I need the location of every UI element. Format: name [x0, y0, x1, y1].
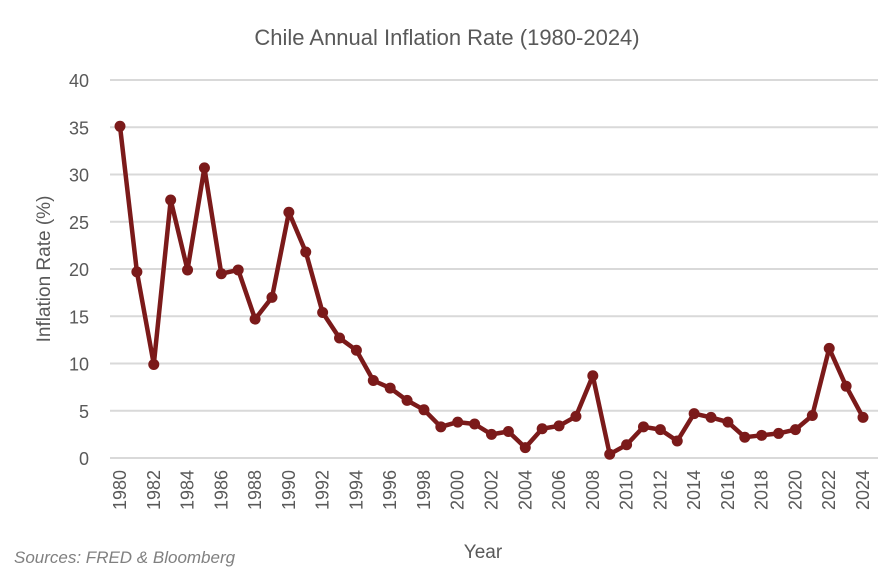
- y-axis-ticks: 0 5 10 15 20 25 30 35 40: [69, 71, 89, 469]
- data-point: [266, 291, 278, 303]
- y-tick-label: 25: [69, 213, 89, 233]
- data-point: [317, 306, 329, 318]
- gridlines: [110, 79, 878, 459]
- data-point: [367, 375, 379, 387]
- data-point: [604, 448, 616, 460]
- data-point: [283, 206, 295, 218]
- data-point: [587, 370, 599, 382]
- data-point: [114, 120, 126, 132]
- data-point: [435, 421, 447, 433]
- data-point: [452, 416, 464, 428]
- x-tick-label: 1986: [211, 470, 231, 510]
- data-point: [502, 426, 514, 438]
- data-point: [722, 416, 734, 428]
- data-point: [671, 435, 683, 447]
- data-point: [131, 266, 143, 278]
- data-point: [553, 420, 565, 432]
- series-inflation: [114, 120, 869, 460]
- x-tick-label: 1996: [380, 470, 400, 510]
- data-point: [334, 332, 346, 344]
- data-point: [654, 424, 666, 436]
- data-point: [756, 429, 768, 441]
- y-tick-label: 20: [69, 260, 89, 280]
- x-tick-label: 1988: [245, 470, 265, 510]
- x-axis-label: Year: [464, 542, 503, 563]
- data-point: [232, 264, 244, 276]
- x-tick-label: 2014: [684, 470, 704, 510]
- data-point: [840, 380, 852, 392]
- data-point: [215, 268, 227, 280]
- data-point: [688, 408, 700, 420]
- chart-title: Chile Annual Inflation Rate (1980-2024): [254, 25, 639, 50]
- data-point: [857, 411, 869, 423]
- y-tick-label: 40: [69, 71, 89, 91]
- data-point: [570, 410, 582, 422]
- data-point: [401, 394, 413, 406]
- y-tick-label: 30: [69, 166, 89, 186]
- data-point: [705, 411, 717, 423]
- data-point: [350, 344, 362, 356]
- x-tick-label: 1980: [110, 470, 130, 510]
- x-tick-label: 2016: [718, 470, 738, 510]
- data-point: [519, 442, 531, 454]
- y-tick-label: 0: [79, 449, 89, 469]
- x-tick-label: 2024: [853, 470, 873, 510]
- data-point: [773, 427, 785, 439]
- data-point: [486, 428, 497, 440]
- x-tick-label: 2010: [617, 470, 637, 510]
- data-point: [418, 404, 430, 416]
- x-tick-label: 2022: [819, 470, 839, 510]
- y-tick-label: 5: [79, 402, 89, 422]
- x-tick-label: 2002: [482, 470, 502, 510]
- y-tick-label: 10: [69, 355, 89, 375]
- data-point: [165, 194, 177, 206]
- x-tick-label: 2006: [549, 470, 569, 510]
- data-point: [637, 421, 649, 433]
- x-tick-label: 1998: [414, 470, 434, 510]
- data-point: [148, 358, 160, 370]
- data-point: [621, 439, 633, 451]
- data-point: [198, 162, 210, 174]
- x-axis-ticks: 1980 1982 1984 1986 1988 1990 1992 1994 1996 1998…: [110, 470, 873, 510]
- x-tick-label: 1992: [313, 470, 333, 510]
- y-tick-label: 35: [69, 118, 89, 138]
- data-point: [806, 409, 818, 421]
- x-tick-label: 2008: [583, 470, 603, 510]
- x-tick-label: 2012: [650, 470, 670, 510]
- data-point: [789, 424, 801, 436]
- data-point: [300, 246, 312, 258]
- x-tick-label: 2004: [515, 470, 535, 510]
- data-point: [384, 382, 396, 394]
- data-point: [182, 264, 194, 276]
- x-tick-label: 1994: [346, 470, 366, 510]
- data-point: [536, 423, 548, 435]
- data-point: [823, 342, 835, 354]
- y-axis-label: Inflation Rate (%): [34, 196, 55, 343]
- x-tick-label: 2018: [752, 470, 772, 510]
- source-note: Sources: FRED & Bloomberg: [14, 548, 236, 567]
- x-tick-label: 1982: [144, 470, 164, 510]
- x-tick-label: 1984: [178, 470, 198, 510]
- data-point: [469, 418, 481, 430]
- y-tick-label: 15: [69, 307, 89, 327]
- x-tick-label: 2020: [785, 470, 805, 510]
- x-tick-label: 1990: [279, 470, 299, 510]
- data-point: [249, 313, 261, 325]
- data-point: [739, 431, 751, 443]
- x-tick-label: 2000: [448, 470, 468, 510]
